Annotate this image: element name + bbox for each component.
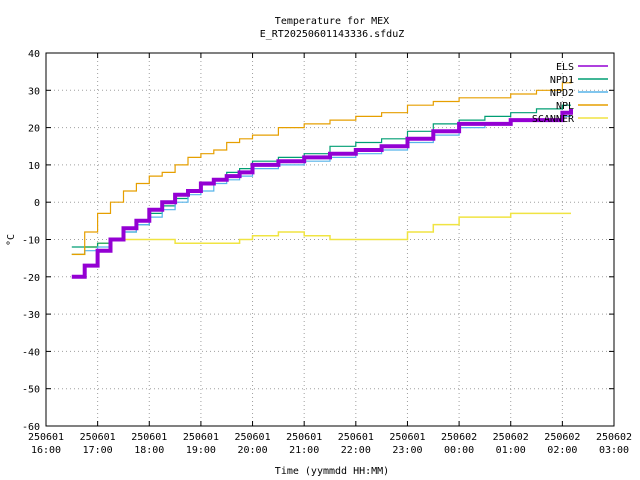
- axes: -60 -50 -40 -30 -20 -10 0 10 20 30 40 250601 16:00 25…: [22, 49, 632, 456]
- y-tick-label: 20: [28, 124, 40, 135]
- series-line-npd1: [71, 104, 571, 248]
- x-axis-label: Time (yymmdd HH:MM): [275, 466, 389, 477]
- series-line-els: [71, 108, 573, 279]
- x-tick-time: 16:00: [31, 445, 61, 456]
- x-tick-time: 17:00: [83, 445, 113, 456]
- x-tick-time: 20:00: [237, 445, 267, 456]
- y-axis-label: °C: [6, 234, 17, 246]
- x-tick-date: 250601: [80, 432, 116, 443]
- chart-title: Temperature for MEX: [275, 16, 389, 27]
- x-tick-date: 250601: [234, 432, 270, 443]
- y-tick-label: -30: [22, 310, 40, 321]
- legend: ELS NPD1 NPD2 NPL SCANNER: [532, 62, 608, 125]
- legend-label-npd2: NPD2: [550, 88, 574, 99]
- x-tick-date: 250601: [389, 432, 425, 443]
- x-tick-time: 21:00: [289, 445, 319, 456]
- y-tick-label: 0: [34, 198, 40, 209]
- legend-label-npd1: NPD1: [550, 75, 574, 86]
- y-tick-label: 10: [28, 161, 40, 172]
- x-tick-time: 22:00: [341, 445, 371, 456]
- x-tick-date: 250602: [441, 432, 477, 443]
- plot-border: [45, 52, 615, 427]
- x-tick-date: 250602: [596, 432, 632, 443]
- x-tick-time: 23:00: [392, 445, 422, 456]
- x-tick-time: 03:00: [599, 445, 629, 456]
- x-tick-date: 250601: [338, 432, 374, 443]
- legend-label-scanner: SCANNER: [532, 114, 575, 125]
- y-tick-label: 40: [28, 49, 40, 60]
- legend-label-npl: NPL: [556, 101, 574, 112]
- chart-subtitle: E_RT20250601143336.sfduZ: [260, 29, 405, 40]
- y-tick-label: -60: [22, 422, 40, 433]
- x-tick-date: 250602: [493, 432, 529, 443]
- y-tick-label: -10: [22, 236, 40, 247]
- y-tick-label: -20: [22, 273, 40, 284]
- x-tick-date: 250601: [131, 432, 167, 443]
- x-tick-time: 02:00: [547, 445, 577, 456]
- series-line-npd2: [71, 115, 571, 255]
- x-tick-date: 250601: [28, 432, 64, 443]
- x-tick-date: 250602: [544, 432, 580, 443]
- x-tick-time: 00:00: [444, 445, 474, 456]
- x-tick-date: 250601: [286, 432, 322, 443]
- legend-label-els: ELS: [556, 62, 574, 73]
- x-tick-time: 01:00: [496, 445, 526, 456]
- series: [71, 79, 573, 279]
- x-tick-time: 18:00: [134, 445, 164, 456]
- y-tick-label: -40: [22, 347, 40, 358]
- y-tick-label: 30: [28, 86, 40, 97]
- x-tick-date: 250601: [183, 432, 219, 443]
- series-line-npl: [71, 79, 572, 255]
- y-tick-label: -50: [22, 385, 40, 396]
- x-tick-time: 19:00: [186, 445, 216, 456]
